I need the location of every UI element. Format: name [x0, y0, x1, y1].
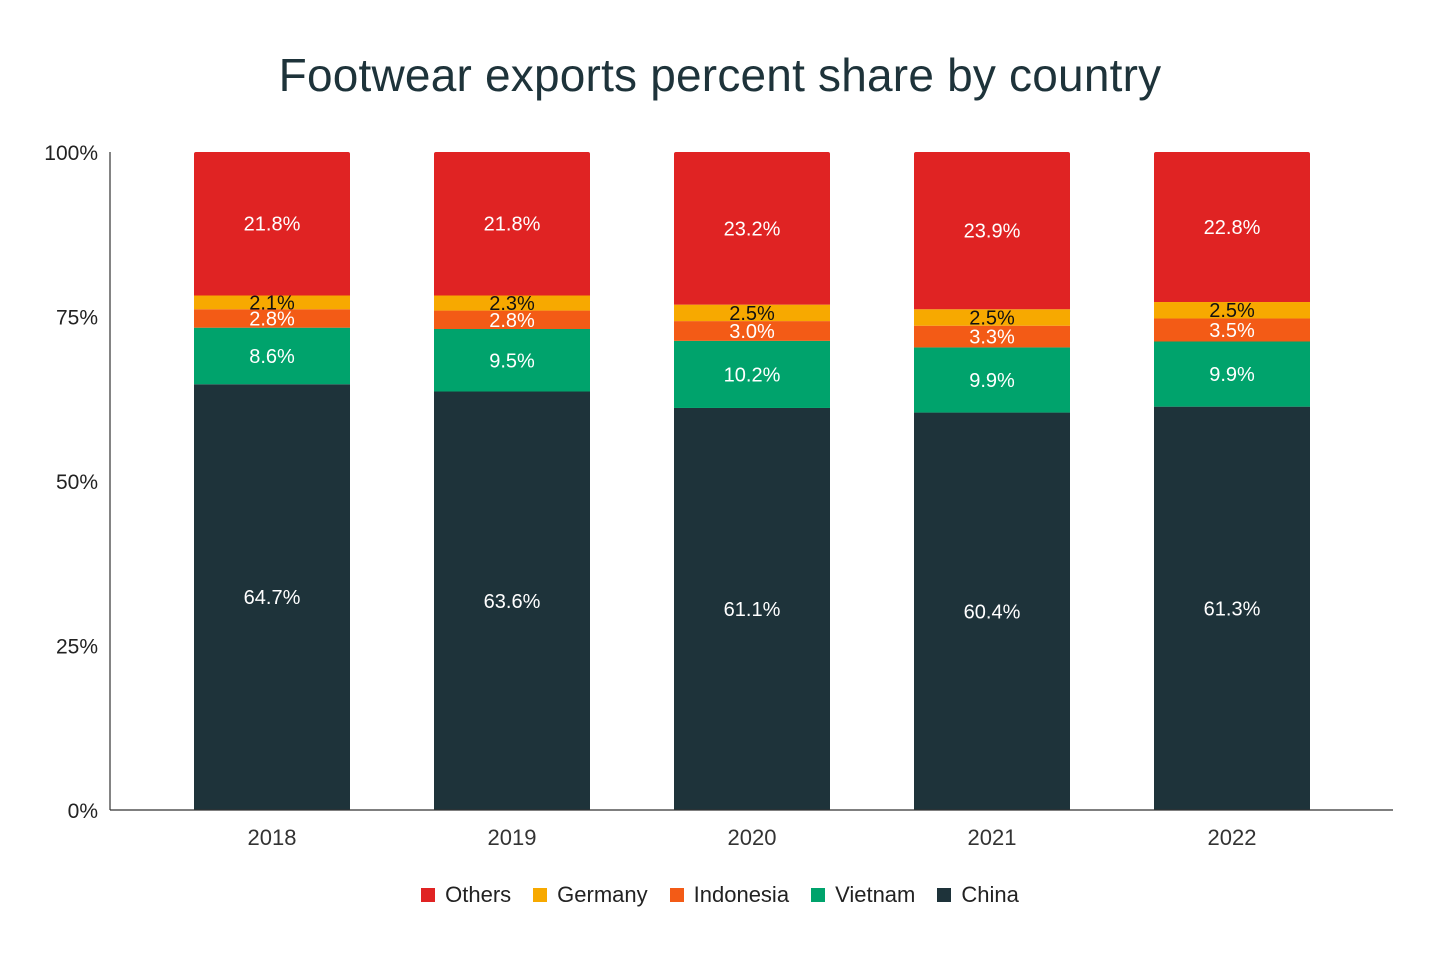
bar-segment: [1154, 152, 1310, 303]
legend-swatch: [421, 888, 436, 902]
bar-segment: [434, 391, 590, 810]
y-tick-label: 75%: [56, 307, 98, 330]
legend-item: Others: [421, 882, 511, 908]
bar-segment: [434, 295, 590, 311]
data-label: 23.9%: [964, 221, 1021, 243]
bar-segment: [434, 152, 590, 296]
y-tick-label: 100%: [44, 142, 98, 165]
bar-segment: [194, 152, 350, 296]
data-label: 2.3%: [489, 293, 535, 315]
legend-swatch: [669, 888, 684, 902]
bar-segment: [914, 412, 1070, 810]
y-tick-label: 25%: [56, 636, 98, 659]
data-label: 2.5%: [969, 307, 1015, 329]
legend-item: Vietnam: [811, 882, 915, 908]
bar-segment: [674, 321, 830, 341]
y-tick-label: 0%: [68, 800, 98, 823]
x-tick-label: 2019: [488, 825, 537, 850]
data-label: 9.9%: [969, 370, 1015, 392]
data-label: 2.5%: [1209, 300, 1255, 322]
bar-segment: [914, 309, 1070, 326]
bar-segment: [194, 295, 350, 310]
bar-segment: [674, 304, 830, 322]
data-label: 21.8%: [244, 214, 301, 236]
legend-swatch: [937, 888, 952, 902]
bar-segment: [194, 384, 350, 810]
data-label: 23.2%: [724, 218, 781, 240]
data-label: 64.7%: [244, 587, 301, 609]
data-label: 2.5%: [729, 303, 775, 325]
data-label: 3.3%: [969, 327, 1015, 349]
bar-segment: [194, 327, 350, 385]
data-label: 60.4%: [964, 601, 1021, 623]
data-label: 9.9%: [1209, 364, 1255, 386]
chart-title: Footwear exports percent share by countr…: [278, 49, 1162, 101]
bar-segment: [674, 340, 830, 408]
bar-segment: [914, 325, 1070, 348]
bar-segment: [194, 309, 350, 328]
legend-swatch: [533, 888, 548, 902]
legend-item: China: [937, 882, 1019, 908]
legend-label: Vietnam: [835, 882, 916, 907]
x-tick-label: 2022: [1208, 825, 1257, 850]
legend-label: Others: [445, 882, 512, 907]
data-label: 3.0%: [729, 321, 775, 343]
bar-segment: [434, 329, 590, 392]
bar-segment: [914, 152, 1070, 310]
data-label: 2.1%: [249, 292, 295, 314]
data-label: 63.6%: [484, 591, 541, 613]
bar-segment: [1154, 318, 1310, 342]
legend-label: China: [961, 882, 1019, 907]
bar-segment: [674, 152, 830, 305]
data-label: 8.6%: [249, 346, 295, 368]
data-label: 61.1%: [724, 599, 781, 621]
data-label: 2.8%: [489, 310, 535, 332]
y-tick-label: 50%: [56, 471, 98, 494]
data-label: 21.8%: [484, 214, 541, 236]
bar-segment: [1154, 341, 1310, 407]
legend-item: Germany: [533, 882, 648, 908]
bar-segment: [914, 347, 1070, 413]
data-label: 9.5%: [489, 350, 535, 372]
x-tick-label: 2021: [968, 825, 1017, 850]
legend-item: Indonesia: [669, 882, 790, 908]
bar-segment: [674, 407, 830, 810]
bar-segment: [1154, 302, 1310, 319]
data-label: 22.8%: [1204, 217, 1261, 239]
x-tick-label: 2018: [248, 825, 297, 850]
bar-segment: [1154, 406, 1310, 810]
legend-label: Germany: [557, 882, 648, 907]
legend: Others Germany Indonesia Vietnam China: [0, 882, 1440, 908]
legend-label: Indonesia: [693, 882, 790, 907]
x-tick-label: 2020: [728, 825, 777, 850]
data-label: 61.3%: [1204, 598, 1261, 620]
bar-segment: [434, 310, 590, 330]
data-label: 10.2%: [724, 364, 781, 386]
data-label: 3.5%: [1209, 320, 1255, 342]
legend-swatch: [811, 888, 826, 902]
data-label: 2.8%: [249, 308, 295, 330]
